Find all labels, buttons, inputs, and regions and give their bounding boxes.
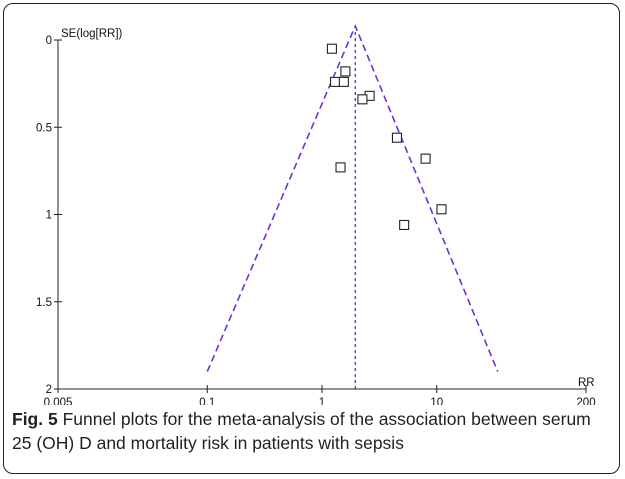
study-point xyxy=(357,94,368,105)
x-tick-label: 10 xyxy=(430,397,443,405)
study-point xyxy=(420,153,431,164)
study-point xyxy=(326,43,337,54)
funnel-lines xyxy=(206,23,499,389)
study-point xyxy=(399,219,410,231)
study-point xyxy=(330,76,341,87)
caption-text: Funnel plots for the meta-analysis of th… xyxy=(12,409,591,453)
caption-label: Fig. 5 xyxy=(12,409,58,429)
study-point xyxy=(338,76,349,87)
study-point xyxy=(335,162,346,173)
plot-axes: 0 0.5 1 1.5 20.005 0.1 1 10 200 xyxy=(36,35,596,405)
funnel-boundary-line xyxy=(206,23,499,372)
axis-labels: SE(log[RR]) RR xyxy=(61,28,595,389)
y-tick-label: 0.5 xyxy=(36,122,52,134)
study-point xyxy=(391,132,402,143)
figure-caption: Fig. 5 Funnel plots for the meta-analysi… xyxy=(12,407,610,455)
study-points xyxy=(326,43,447,231)
x-tick-label: 200 xyxy=(576,397,595,405)
x-tick-label: 1 xyxy=(319,397,325,405)
x-axis-label: RR xyxy=(578,377,595,389)
x-tick-label: 0.1 xyxy=(199,397,215,405)
y-tick-label: 2 xyxy=(46,384,52,396)
figure-frame xyxy=(3,3,620,474)
y-axis-label: SE(log[RR]) xyxy=(61,28,123,40)
y-tick-label: 0 xyxy=(46,35,52,47)
y-tick-label: 1 xyxy=(46,210,52,222)
y-tick-label: 1.5 xyxy=(36,297,52,309)
study-point xyxy=(436,204,447,215)
x-tick-label: 0.005 xyxy=(44,397,73,405)
funnel-plot: 0 0.5 1 1.5 20.005 0.1 1 10 200 SE(log[RR]) RR xyxy=(36,23,596,405)
study-point xyxy=(340,66,351,77)
